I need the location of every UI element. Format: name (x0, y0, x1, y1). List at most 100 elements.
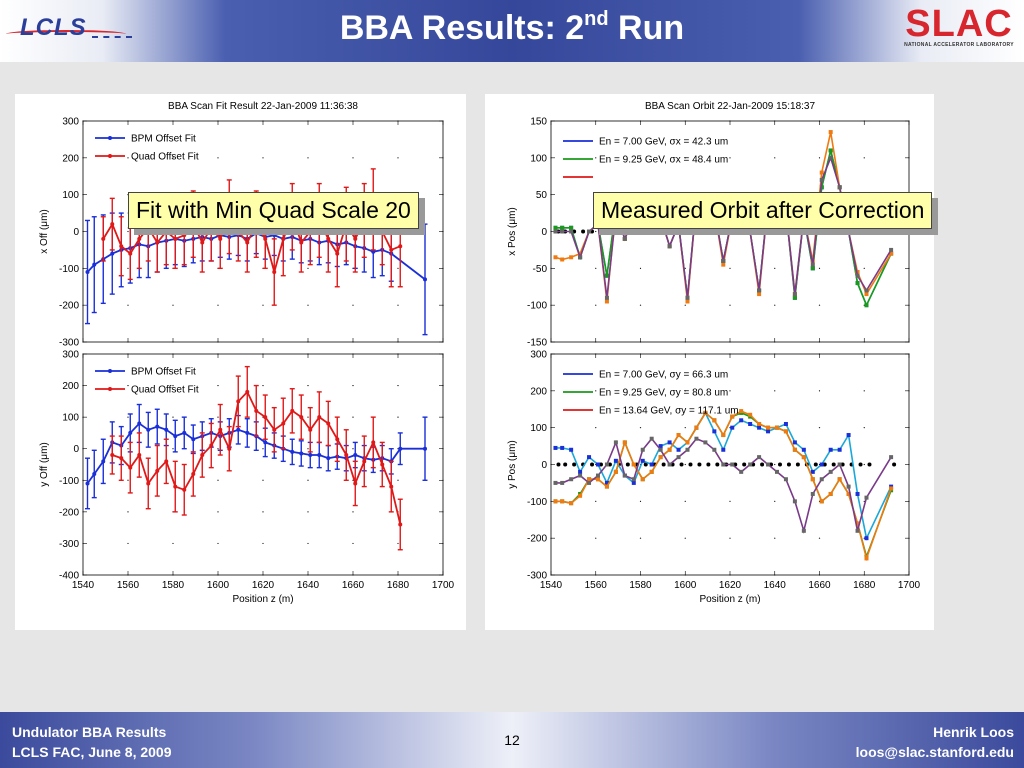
x-orbit-series-point-3 (703, 229, 708, 234)
y-orbit-series-point-3 (604, 462, 609, 467)
y-orbit-series-point-3 (685, 447, 690, 452)
y-orbit-series-point-2 (553, 499, 558, 504)
grid-dot-y-off (82, 416, 84, 418)
y-tick-label-x-off: 100 (62, 190, 79, 201)
grid-dot-x-off (262, 341, 264, 343)
quad-offset-y-point (344, 453, 349, 458)
grid-dot-y-off (127, 542, 129, 545)
y-orbit-series-point-2 (587, 477, 592, 482)
quad-offset-x-point (182, 233, 187, 238)
y-orbit-series-point-2 (569, 501, 574, 506)
quad-offset-y-point (326, 421, 331, 426)
y-orbit-series-point-0 (649, 462, 654, 467)
grid-dot-y-pos (908, 353, 910, 355)
x-orbit-reference-dot (724, 229, 729, 234)
x-orbit-reference-dot (643, 229, 648, 234)
x-orbit-series-point-3 (819, 177, 824, 182)
grid-dot-y-off (172, 353, 174, 355)
y-orbit-series-point-2 (846, 491, 851, 496)
quad-offset-x-point (281, 236, 286, 241)
y-tick-label-y-pos: 300 (530, 350, 547, 361)
legend-label: En = 9.25 GeV, σx = 48.4 um (599, 155, 728, 166)
y-orbit-reference-dot (715, 462, 720, 467)
grid-dot-y-pos (684, 500, 686, 502)
quad-offset-y-point (164, 459, 169, 464)
grid-dot-x-pos (639, 341, 642, 343)
grid-dot-y-pos (908, 574, 910, 576)
footer-talk-title: Undulator BBA Results (12, 724, 167, 740)
logo-swoosh (6, 30, 126, 38)
y-orbit-series-point-3 (658, 447, 663, 452)
grid-dot-x-pos (818, 304, 821, 306)
y-orbit-series-point-0 (730, 425, 735, 430)
bpm-offset-x-point (371, 249, 376, 254)
quad-offset-x-point (137, 236, 142, 241)
legend-label: En = 7.00 GeV, σx = 42.3 um (599, 137, 728, 148)
y-orbit-series-point-0 (810, 469, 815, 474)
y-orbit-series-point-2 (685, 440, 690, 445)
grid-dot-x-off (172, 120, 174, 122)
y-orbit-series-point-3 (837, 462, 842, 467)
y-tick-label-y-off: 200 (62, 381, 79, 392)
grid-dot-y-off (307, 384, 309, 387)
x-orbit-series-point-3 (622, 236, 627, 241)
grid-dot-y-off (82, 542, 84, 545)
quad-offset-y-point (209, 443, 214, 448)
x-orbit-series-point-1 (560, 225, 565, 230)
y-axis-label-x-off: x Off (μm) (39, 209, 50, 253)
y-orbit-reference-dot (867, 462, 872, 467)
bpm-offset-x-point (85, 270, 90, 275)
x-orbit-series-point-3 (757, 288, 762, 293)
y-tick-label-x-pos: -100 (527, 301, 547, 312)
x-orbit-reference-dot (840, 229, 845, 234)
grid-dot-y-pos (818, 574, 821, 576)
y-orbit-reference-dot (892, 462, 897, 467)
y-orbit-series-point-3 (855, 528, 860, 533)
grid-dot-y-pos (774, 574, 776, 576)
x-orbit-series-point-2 (578, 251, 583, 256)
x-orbit-series-point-2 (721, 262, 726, 267)
x-orbit-series-point-1 (819, 185, 824, 190)
quad-offset-x-point (335, 251, 340, 256)
grid-dot-y-pos (595, 427, 597, 429)
grid-dot-y-off (217, 448, 219, 450)
grid-dot-y-off (82, 574, 84, 576)
quad-offset-x-point (236, 229, 241, 234)
footer-right-block: Henrik Loos loos@slac.stanford.edu (856, 722, 1014, 762)
grid-dot-y-off (307, 416, 309, 418)
grid-dot-x-pos (863, 267, 865, 269)
quad-offset-y-point (281, 421, 286, 426)
grid-dot-y-off (352, 416, 354, 418)
x-orbit-reference-dot (679, 229, 684, 234)
bpm-offset-x-point (92, 262, 97, 267)
grid-dot-x-pos (908, 341, 910, 343)
x-orbit-series-point-3 (578, 255, 583, 260)
grid-dot-y-off (307, 479, 309, 481)
grid-dot-y-pos (774, 500, 776, 502)
grid-dot-y-pos (908, 390, 910, 392)
grid-dot-x-pos (595, 230, 597, 233)
y-orbit-series-point-3 (766, 462, 771, 467)
quad-offset-y-point (353, 481, 358, 486)
grid-dot-x-off (127, 230, 129, 233)
grid-dot-y-off (172, 448, 174, 450)
grid-dot-y-off (172, 416, 174, 418)
y-orbit-series-point-3 (846, 484, 851, 489)
grid-dot-x-pos (684, 157, 686, 159)
y-orbit-series-point-0 (855, 491, 860, 496)
x-orbit-reference-dot (581, 229, 586, 234)
grid-dot-x-off (262, 304, 264, 306)
grid-dot-x-off (82, 267, 84, 269)
y-orbit-series-point-3 (864, 495, 869, 500)
quad-offset-y-point (128, 465, 133, 470)
grid-dot-y-off (127, 479, 129, 481)
y-tick-label-x-pos: 50 (536, 190, 548, 201)
y-tick-label-x-off: -200 (59, 301, 79, 312)
legend-label: BPM Offset Fit (131, 134, 196, 145)
grid-dot-x-pos (908, 230, 910, 233)
x-orbit-reference-dot (742, 229, 747, 234)
grid-dot-x-off (127, 341, 129, 343)
quad-offset-x-point (218, 236, 223, 241)
callout-min-quad-scale: Fit with Min Quad Scale 20 (128, 192, 419, 229)
x-orbit-reference-dot (892, 229, 897, 234)
